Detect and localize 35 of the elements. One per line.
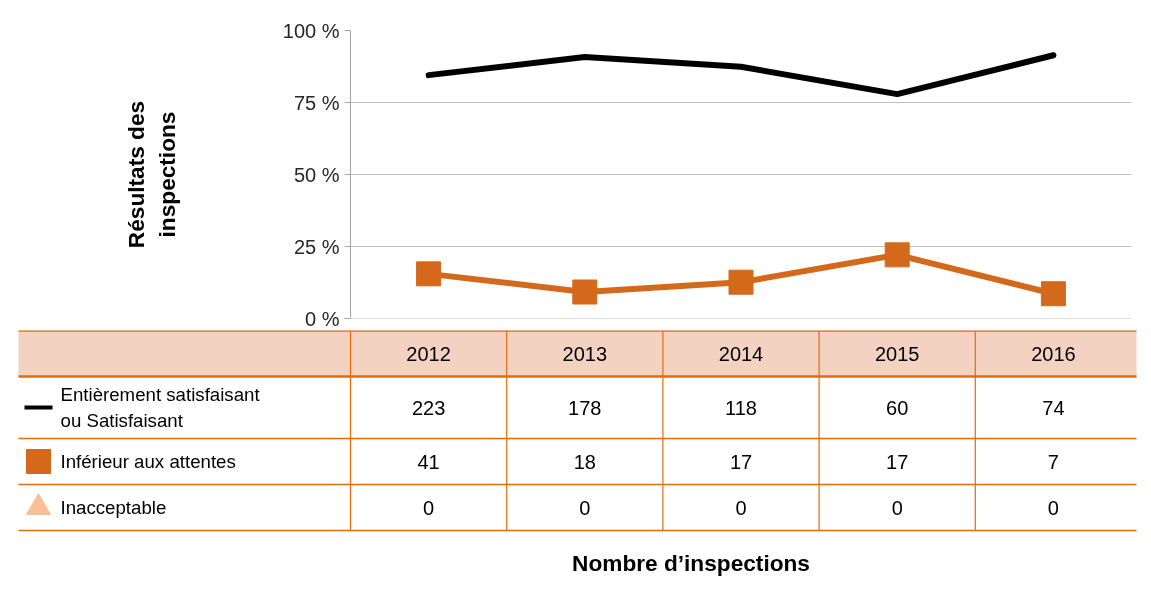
point	[884, 242, 910, 268]
text: 0	[891, 496, 903, 519]
x-tick-label: 2015	[874, 342, 920, 365]
text: 18	[573, 450, 596, 473]
text: 60	[886, 396, 909, 419]
text: 118	[725, 396, 757, 419]
y-tick-label: 100 %	[282, 19, 340, 42]
point	[416, 261, 442, 287]
text: 7	[1047, 450, 1059, 473]
legend-label: Inacceptable	[60, 497, 167, 518]
y-tick-label: 25 %	[293, 235, 340, 258]
x-tick-label: 2014	[718, 342, 764, 365]
point	[728, 269, 754, 295]
text: 17	[886, 450, 909, 473]
point	[1040, 281, 1066, 307]
legend-label: Inférieur aux attentes	[60, 451, 236, 472]
y-axis-title: Résultats des inspections	[122, 100, 180, 249]
text: 0	[579, 496, 591, 519]
text: 0	[423, 496, 435, 519]
text: Nombre d’inspections	[572, 549, 810, 576]
y-tick-label: 50 %	[293, 163, 340, 186]
text: 0	[1047, 496, 1059, 519]
x-tick-label: 2012	[406, 342, 451, 365]
text: 41	[417, 450, 440, 473]
x-tick-label: 2013	[562, 342, 608, 365]
point	[572, 279, 598, 305]
text: 223	[411, 396, 446, 419]
y-tick-label: 75 %	[293, 91, 340, 114]
y-tick-label: 0 %	[305, 307, 340, 330]
legend-label: Entièrement satisfaisant ou Satisfaisant	[60, 384, 261, 431]
text: 0	[735, 496, 747, 519]
text: 178	[568, 396, 602, 419]
x-tick-label: 2016	[1031, 342, 1076, 365]
text: 17	[729, 450, 753, 473]
text: 74	[1042, 396, 1065, 419]
